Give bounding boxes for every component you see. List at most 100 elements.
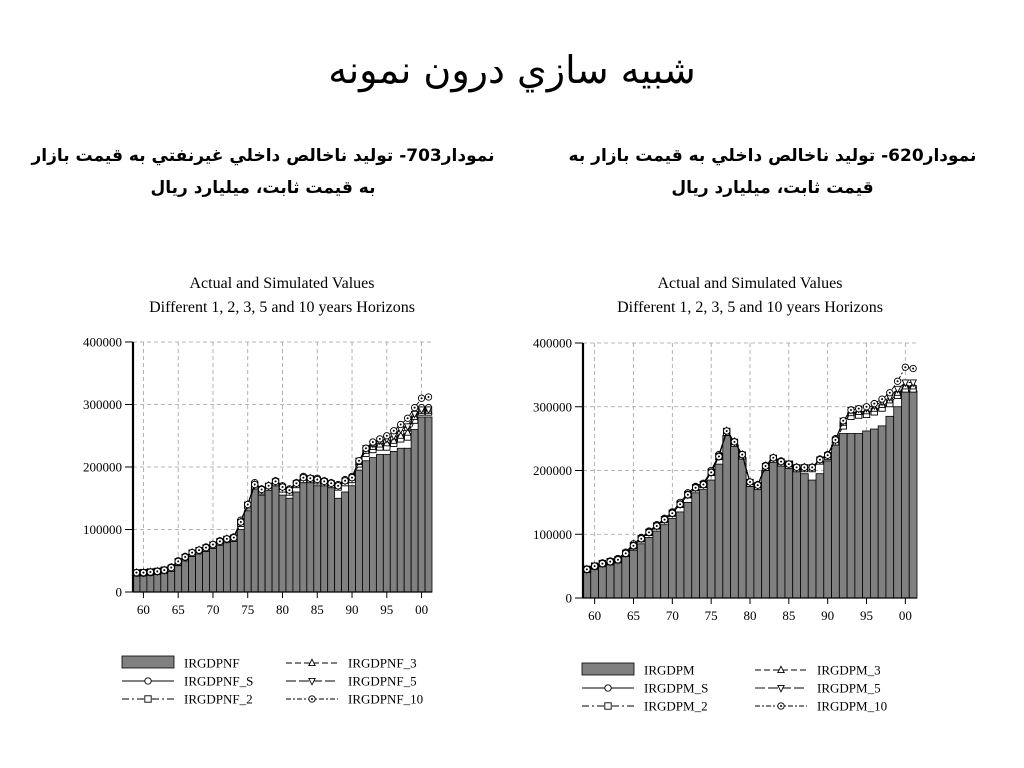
right-chart-bar xyxy=(714,463,724,599)
left-chart-bar xyxy=(320,482,329,593)
left-chart-point-IRGDPNF_10-dot xyxy=(239,521,242,523)
left-chart-bar xyxy=(313,485,322,593)
right-chart-bar xyxy=(621,556,631,599)
left-chart-bar xyxy=(424,416,433,593)
slide-title: شبيه سازي درون نمونه xyxy=(328,48,696,92)
left-chart: Actual and Simulated Values Different 1, … xyxy=(83,275,433,707)
right-chart-legend-marker xyxy=(604,684,612,692)
right-chart-point-IRGDPM_10-dot xyxy=(888,391,891,394)
left-chart-legend: IRGDPNF IRGDPNF_S IRGDPNF_2 IRGDPNF_3 IRGDPN… xyxy=(121,656,423,707)
right-chart-bar xyxy=(854,433,864,599)
right-chart-bar xyxy=(776,463,786,599)
right-chart-bar xyxy=(598,564,607,599)
left-chart-point-IRGDPNF_10-dot xyxy=(191,551,194,554)
right-chart-point-IRGDPM_10-dot xyxy=(632,544,635,547)
right-caption-line1: نمودار620- توليد ناخالص داخلي به قيمت با… xyxy=(568,146,977,166)
right-chart-point-IRGDPM_10-dot xyxy=(710,471,713,474)
right-chart-point-IRGDPM_10-dot xyxy=(679,503,682,506)
right-chart-legend-marker xyxy=(777,684,785,693)
right-chart-point-IRGDPM_10-dot xyxy=(686,493,689,496)
right-chart-point-IRGDPM_5 xyxy=(893,385,902,394)
left-chart-point-IRGDPNF_10-dot xyxy=(177,560,180,563)
left-chart-point-IRGDPNF_10-dot xyxy=(302,476,305,479)
right-chart-bar xyxy=(629,549,638,599)
left-chart-legend-marker-dot xyxy=(311,698,313,700)
right-chart-bar xyxy=(730,444,739,599)
right-chart-caption: نمودار620- توليد ناخالص داخلي به قيمت با… xyxy=(560,140,985,204)
left-chart-bar xyxy=(278,494,287,593)
right-chart-point-IRGDPM_10-dot xyxy=(593,565,596,568)
right-chart-bar xyxy=(737,457,747,599)
left-chart-bar xyxy=(355,469,363,593)
right-chart-point-IRGDPM_10-dot xyxy=(624,552,627,555)
right-chart-point-IRGDPM_10-dot xyxy=(904,366,907,369)
left-chart-bar xyxy=(292,491,301,593)
right-chart-legend-label: IRGDPM xyxy=(644,663,695,678)
left-chart-legend-label: IRGDPNF_S xyxy=(184,674,253,689)
right-caption-line2: قيمت ثابت، ميليارد ريال xyxy=(671,178,874,198)
left-chart-point-IRGDPNF_10-dot xyxy=(253,483,256,486)
left-chart-legend-marker xyxy=(308,658,316,667)
left-chart-bar xyxy=(369,457,377,593)
left-chart-point-IRGDPNF_3 xyxy=(403,427,412,436)
left-chart-point-IRGDPNF_10-dot xyxy=(205,546,208,549)
right-chart-point-IRGDPM_10-dot xyxy=(795,466,798,469)
right-chart-bar xyxy=(706,479,716,599)
left-chart-bar xyxy=(250,488,259,593)
left-chart-point-IRGDPNF_10-dot xyxy=(392,429,395,432)
left-chart-point-IRGDPNF_10-dot xyxy=(406,417,409,420)
left-chart-y-tick-label: 300000 xyxy=(83,397,122,412)
right-chart-legend-marker-dot xyxy=(780,705,782,707)
left-chart-bar xyxy=(334,497,343,593)
right-chart-point-IRGDPM_10-dot xyxy=(842,419,845,422)
right-chart-point-IRGDPM_10-dot xyxy=(733,440,736,443)
right-chart-legend-marker xyxy=(777,665,785,674)
right-chart-point-IRGDPM_10-dot xyxy=(857,407,860,410)
left-chart-x-tick-label: 95 xyxy=(380,602,393,617)
left-chart-point-IRGDPNF_5 xyxy=(417,406,426,415)
right-chart-point-IRGDPM_10-dot xyxy=(865,405,868,408)
left-chart-point-IRGDPNF_10-dot xyxy=(142,571,145,574)
left-chart-x-tick-label: 65 xyxy=(172,602,185,617)
right-chart-x-tick-label: 00 xyxy=(899,608,912,623)
right-chart-x-tick-label: 95 xyxy=(860,608,873,623)
right-chart-point-IRGDPM_10-dot xyxy=(609,560,612,563)
left-chart-point-IRGDPNF_10-dot xyxy=(385,434,388,437)
left-chart-point-IRGDPNF_10-dot xyxy=(149,571,152,573)
right-chart-bar xyxy=(869,428,879,599)
right-chart: Actual and Simulated Values Different 1, … xyxy=(533,275,918,714)
right-chart-bar xyxy=(613,560,623,599)
right-chart-point-IRGDPM_10-dot xyxy=(663,518,666,521)
left-chart-bar xyxy=(174,565,183,593)
left-chart-bar xyxy=(222,540,231,593)
right-chart-y-tick-label: 200000 xyxy=(533,463,572,478)
left-chart-point-IRGDPNF_10-dot xyxy=(364,447,367,450)
left-chart-point-IRGDPNF_10-dot xyxy=(420,397,423,400)
left-chart-bar xyxy=(299,482,308,593)
left-chart-caption: نمودار703- توليد ناخالص داخلي غيرنفتي به… xyxy=(28,140,498,204)
right-chart-bar xyxy=(644,537,654,599)
right-chart-point-IRGDPM_10-dot xyxy=(702,483,705,486)
left-chart-point-IRGDPNF_10-dot xyxy=(309,477,312,480)
left-chart-legend-label: IRGDPNF_10 xyxy=(348,692,423,707)
left-chart-point-IRGDPNF_5 xyxy=(424,406,433,415)
left-chart-point-IRGDPNF_10-dot xyxy=(316,478,319,481)
left-chart-legend-label: IRGDPNF_2 xyxy=(184,692,253,707)
right-chart-bar xyxy=(901,390,910,599)
right-chart-point-IRGDPM_10-dot xyxy=(585,568,588,571)
left-chart-legend-label: IRGDPNF xyxy=(184,656,240,671)
left-chart-bar xyxy=(264,488,273,593)
left-chart-point-IRGDPNF_10-dot xyxy=(156,570,159,573)
left-chart-bar xyxy=(188,555,196,593)
right-chart-x-tick-label: 80 xyxy=(744,608,757,623)
right-chart-bar xyxy=(815,473,825,599)
right-chart-bar xyxy=(769,460,778,599)
left-chart-bar xyxy=(285,497,294,593)
left-chart-point-IRGDPNF_10-dot xyxy=(232,536,235,539)
right-chart-point-IRGDPM_5 xyxy=(909,379,918,388)
right-chart-bar xyxy=(784,460,794,599)
right-chart-bar xyxy=(838,433,848,599)
right-chart-legend-label: IRGDPM_10 xyxy=(817,699,887,714)
right-chart-point-IRGDPM_10-dot xyxy=(780,460,783,463)
left-chart-legend-marker xyxy=(308,677,316,686)
